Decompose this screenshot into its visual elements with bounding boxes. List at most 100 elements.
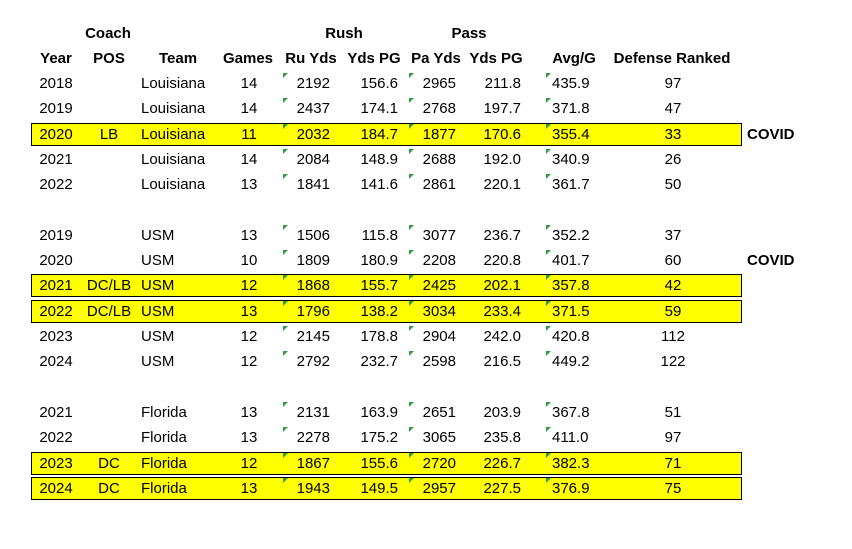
cell-year: 2024 <box>39 353 73 371</box>
cell-indicator-icon <box>409 174 414 180</box>
table-row: 2024 DC Florida 13 1943 149.5 2957 227.5 376.9 75 <box>0 476 852 502</box>
cell-pass-ypg: 211.8 <box>484 75 521 92</box>
table-row: 2024 USM 12 2792 232.7 2598 216.5 449.2 122 <box>0 350 852 375</box>
cell-ru-yds: 2084 <box>296 150 330 168</box>
header-rush: Rush <box>325 25 363 42</box>
cell-team: Louisiana <box>141 176 206 194</box>
table-row: 2023 DC Florida 12 1867 155.6 2720 226.7 382.3 71 <box>0 451 852 477</box>
cell-ru-yds: 1867 <box>296 454 330 472</box>
cell-games: 10 <box>240 252 258 270</box>
cell-pass-ypg: 203.9 <box>483 403 521 421</box>
cell-pa-yds: 1877 <box>422 125 456 143</box>
cell-indicator-icon <box>283 73 288 78</box>
cell-pos: DC <box>98 479 120 497</box>
cell-defense: 26 <box>664 150 682 168</box>
table-row: 2020 LB Louisiana 11 2032 184.7 1877 170.6 355.4… <box>0 122 852 148</box>
cell-indicator-icon <box>283 452 288 458</box>
cell-defense: 37 <box>664 226 682 244</box>
cell-indicator-icon <box>546 401 551 407</box>
cell-indicator-icon <box>409 148 414 154</box>
cell-indicator-icon <box>409 427 414 433</box>
cell-pos: DC/LB <box>86 302 132 320</box>
cell-team: USM <box>141 302 175 320</box>
cell-pa-yds: 2720 <box>422 454 456 472</box>
cell-defense: 60 <box>664 252 682 270</box>
cell-indicator-icon <box>409 351 414 357</box>
cell-avg: 420.8 <box>552 328 590 345</box>
cell-ru-yds: 2437 <box>296 100 330 118</box>
cell-indicator-icon <box>409 250 414 256</box>
cell-team: Louisiana <box>141 100 206 118</box>
cell-indicator-icon <box>409 300 414 306</box>
cell-defense: 112 <box>661 328 685 345</box>
cell-avg: 401.7 <box>552 252 590 270</box>
cell-avg: 435.9 <box>552 75 590 92</box>
cell-games: 13 <box>240 429 258 447</box>
cell-pass-ypg: 216.5 <box>483 353 521 371</box>
cell-year: 2022 <box>39 302 73 320</box>
cell-pass-ypg: 227.5 <box>483 479 521 497</box>
cell-rush-ypg: 138.2 <box>360 302 398 320</box>
cell-pa-yds: 2957 <box>422 479 456 497</box>
cell-pa-yds: 2598 <box>422 353 456 371</box>
cell-pa-yds: 2904 <box>422 328 456 345</box>
cell-indicator-icon <box>546 224 551 230</box>
cell-ru-yds: 2131 <box>296 403 330 421</box>
cell-avg: 376.9 <box>552 479 590 497</box>
header-pos: POS <box>93 50 125 67</box>
table-row: 2019 Louisiana 14 2437 174.1 2768 197.7 371.8 47 <box>0 97 852 122</box>
cell-year: 2021 <box>39 150 73 168</box>
cell-year: 2020 <box>39 125 73 143</box>
cell-indicator-icon <box>283 174 288 180</box>
cell-avg: 357.8 <box>552 277 590 295</box>
cell-indicator-icon <box>409 326 414 331</box>
cell-games: 12 <box>240 353 258 371</box>
cell-indicator-icon <box>283 427 288 433</box>
table-row: 2019 USM 13 1506 115.8 3077 236.7 352.2 37 <box>0 224 852 249</box>
cell-pass-ypg: 202.1 <box>483 277 521 295</box>
cell-rush-ypg: 148.9 <box>360 150 398 168</box>
cell-note: COVID <box>747 252 795 270</box>
row-highlight <box>31 274 742 298</box>
cell-rush-ypg: 178.8 <box>360 328 398 345</box>
header-rush-ypg: Yds PG <box>347 50 401 67</box>
cell-year: 2018 <box>39 75 73 92</box>
cell-rush-ypg: 163.9 <box>360 403 398 421</box>
header-pa-yds: Pa Yds <box>411 50 461 67</box>
cell-rush-ypg: 155.7 <box>360 277 398 295</box>
header-pass-ypg: Yds PG <box>469 50 523 67</box>
cell-indicator-icon <box>546 123 551 129</box>
cell-ru-yds: 1841 <box>296 176 330 194</box>
cell-team: USM <box>141 226 175 244</box>
cell-pa-yds: 3077 <box>422 226 456 244</box>
cell-indicator-icon <box>283 300 288 306</box>
cell-pa-yds: 2425 <box>422 277 456 295</box>
cell-games: 14 <box>240 150 258 168</box>
cell-indicator-icon <box>283 250 288 256</box>
cell-pa-yds: 3065 <box>422 429 456 447</box>
cell-games: 13 <box>240 479 258 497</box>
cell-games: 13 <box>240 226 258 244</box>
cell-indicator-icon <box>409 452 414 458</box>
cell-defense: 75 <box>664 479 682 497</box>
cell-indicator-icon <box>283 275 288 281</box>
cell-defense: 97 <box>664 75 682 92</box>
cell-year: 2023 <box>39 328 73 345</box>
cell-indicator-icon <box>546 73 551 78</box>
cell-avg: 382.3 <box>552 454 590 472</box>
cell-team: USM <box>141 353 175 371</box>
cell-defense: 71 <box>664 454 682 472</box>
cell-indicator-icon <box>283 477 288 483</box>
cell-defense: 97 <box>664 429 682 447</box>
cell-rush-ypg: 184.7 <box>360 125 398 143</box>
cell-ru-yds: 1809 <box>296 252 330 270</box>
cell-pass-ypg: 220.8 <box>483 252 521 270</box>
table-row: 2021 Louisiana 14 2084 148.9 2688 192.0 340.9 26 <box>0 148 852 173</box>
cell-avg: 449.2 <box>552 353 590 371</box>
cell-pass-ypg: 197.7 <box>483 100 521 118</box>
cell-ru-yds: 1868 <box>296 277 330 295</box>
cell-team: USM <box>141 328 175 345</box>
cell-ru-yds: 2032 <box>296 125 330 143</box>
cell-pass-ypg: 226.7 <box>483 454 521 472</box>
header-year: Year <box>40 50 72 67</box>
